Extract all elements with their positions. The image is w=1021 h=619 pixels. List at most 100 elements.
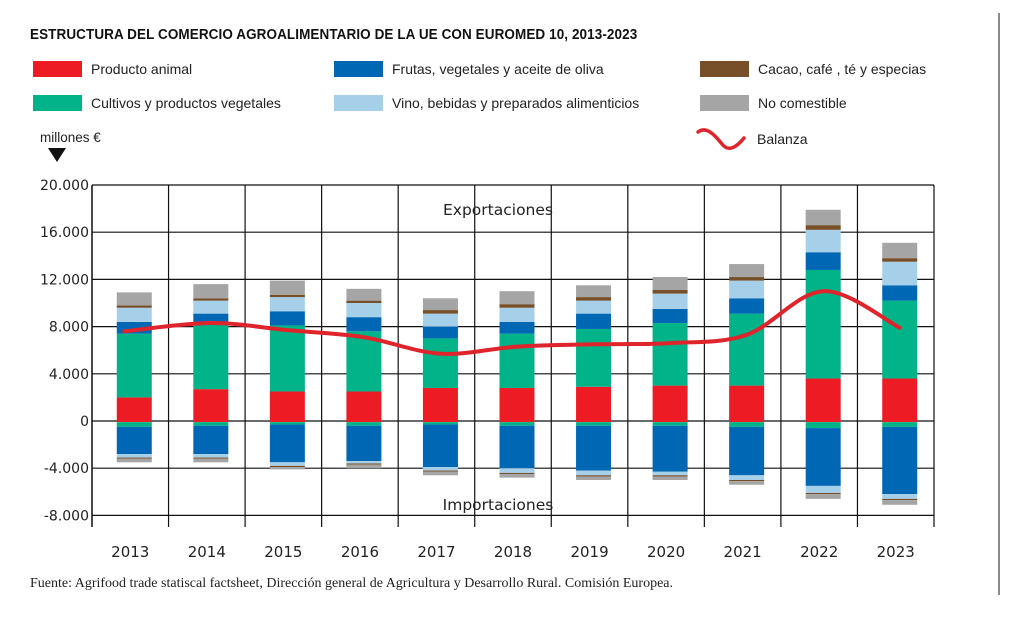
bar-segment-import-cacao xyxy=(805,492,841,495)
legend-item-vino: Vino, bebidas y preparados alimenticios xyxy=(334,95,639,111)
bar-segment-import-nocomestible xyxy=(116,458,152,463)
bar-segment-export-cultivos xyxy=(269,325,305,392)
y-axis-unit-label: millones € xyxy=(40,130,101,145)
bar-segment-import-vino xyxy=(499,468,535,473)
bar-segment-export-animal xyxy=(193,389,229,421)
bar-segment-import-nocomestible xyxy=(729,481,765,485)
bar-segment-import-cacao xyxy=(499,472,535,475)
bar-segment-export-animal xyxy=(882,378,918,421)
bar-segment-export-cultivos xyxy=(652,323,688,386)
bar-segment-import-vino xyxy=(652,471,688,476)
bar-segment-export-nocomestible xyxy=(805,209,841,226)
bar-segment-export-animal xyxy=(499,387,535,421)
bar-segment-export-vino xyxy=(882,261,918,286)
bar-segment-import-vino xyxy=(576,470,612,476)
bar-segment-export-vino xyxy=(116,307,152,322)
bar-segment-export-cacao xyxy=(193,298,229,301)
bar-segment-export-frutas xyxy=(499,321,535,334)
bar-segment-export-cacao xyxy=(422,310,458,314)
bar-segment-export-vino xyxy=(729,280,765,299)
bar-segment-import-cultivos xyxy=(805,422,841,429)
bar-segment-export-nocomestible xyxy=(193,284,229,299)
bar-stack-2013 xyxy=(116,292,152,463)
bar-segment-export-nocomestible xyxy=(576,285,612,298)
bar-segment-import-cacao xyxy=(269,465,305,468)
axes: 20.000 16.000 12.000 8.000 4.000 0 -4.000 -8.00… xyxy=(40,178,915,561)
bar-segment-import-vino xyxy=(422,467,458,471)
bar-segment-import-animal xyxy=(193,421,229,423)
bar-segment-import-vino xyxy=(193,454,229,458)
bar-segment-import-frutas xyxy=(269,424,305,463)
bar-segment-export-nocomestible xyxy=(499,291,535,305)
bar-segment-export-cacao xyxy=(805,225,841,230)
bar-segment-export-nocomestible xyxy=(729,264,765,278)
bar-segment-import-frutas xyxy=(499,425,535,469)
bar-stack-2019 xyxy=(576,285,612,480)
bar-segment-import-animal xyxy=(422,421,458,423)
bar-segment-export-cacao xyxy=(729,277,765,281)
bar-segment-export-frutas xyxy=(805,252,841,270)
legend-label: Vino, bebidas y preparados alimenticios xyxy=(392,95,640,111)
bar-segment-export-frutas xyxy=(729,298,765,314)
bar-segment-export-animal xyxy=(116,397,152,421)
bar-segment-export-frutas xyxy=(116,321,152,334)
legend-label: Cacao, café , té y especias xyxy=(758,61,927,77)
legend-item-cultivos: Cultivos y productos vegetales xyxy=(33,95,281,111)
bar-stack-2016 xyxy=(346,288,382,469)
bar-segment-export-vino xyxy=(805,229,841,253)
bar-segment-export-nocomestible xyxy=(269,280,305,295)
bar-segment-export-frutas xyxy=(346,317,382,332)
bar-segment-import-vino xyxy=(269,462,305,466)
bar-segment-import-cacao xyxy=(729,480,765,482)
legend-swatch xyxy=(700,95,749,111)
bar-segment-import-cultivos xyxy=(346,422,382,426)
source-note: Fuente: Agrifood trade statiscal factshe… xyxy=(30,576,674,591)
bar-segment-export-vino xyxy=(499,307,535,322)
bar-segment-import-frutas xyxy=(882,426,918,495)
bar-segment-import-vino xyxy=(116,454,152,458)
balanza-line-icon xyxy=(696,128,746,150)
y-tick-label: 0 xyxy=(80,414,89,430)
bar-segment-export-nocomestible xyxy=(652,277,688,291)
bar-segment-export-animal xyxy=(422,387,458,421)
bar-segment-import-nocomestible xyxy=(346,464,382,469)
y-tick-label: 8.000 xyxy=(49,320,89,336)
bar-segment-import-animal xyxy=(346,421,382,423)
bar-segment-export-cacao xyxy=(499,304,535,308)
bar-segment-export-cacao xyxy=(116,305,152,308)
bar-segment-import-cultivos xyxy=(729,422,765,427)
bar-segment-export-cacao xyxy=(269,294,305,298)
x-tick-label: 2014 xyxy=(188,543,226,561)
y-tick-label: 16.000 xyxy=(40,225,89,241)
bar-segment-export-animal xyxy=(805,378,841,421)
gridlines xyxy=(91,184,935,527)
bar-segment-export-cacao xyxy=(346,300,382,303)
bar-segment-export-animal xyxy=(652,385,688,421)
balanza-line-group xyxy=(122,289,902,356)
bar-segment-import-cultivos xyxy=(193,422,229,426)
bar-segment-export-cacao xyxy=(882,258,918,262)
legend-item-no-comestible: No comestible xyxy=(700,95,847,111)
bars xyxy=(116,209,918,505)
chart-title: ESTRUCTURA DEL COMERCIO AGROALIMENTARIO … xyxy=(30,27,638,43)
bar-segment-export-cacao xyxy=(576,297,612,301)
bar-segment-export-nocomestible xyxy=(882,242,918,259)
bar-stack-2014 xyxy=(193,284,229,463)
bar-segment-export-animal xyxy=(576,386,612,421)
bar-segment-import-cultivos xyxy=(576,422,612,426)
bar-segment-export-animal xyxy=(729,385,765,421)
x-tick-label: 2017 xyxy=(417,543,455,561)
legend-label: Frutas, vegetales y aceite de oliva xyxy=(392,61,604,77)
bar-segment-export-animal xyxy=(346,391,382,421)
legend-item-frutas: Frutas, vegetales y aceite de oliva xyxy=(334,61,604,77)
legend-label: Balanza xyxy=(757,131,808,147)
bar-segment-export-animal xyxy=(269,391,305,421)
bar-segment-export-vino xyxy=(652,293,688,309)
legend-label: Producto animal xyxy=(91,61,193,77)
down-arrow-icon xyxy=(48,148,66,162)
bar-segment-export-cultivos xyxy=(805,269,841,379)
x-tick-label: 2016 xyxy=(341,543,379,561)
bar-segment-import-cultivos xyxy=(882,422,918,427)
bar-segment-export-cultivos xyxy=(422,338,458,388)
